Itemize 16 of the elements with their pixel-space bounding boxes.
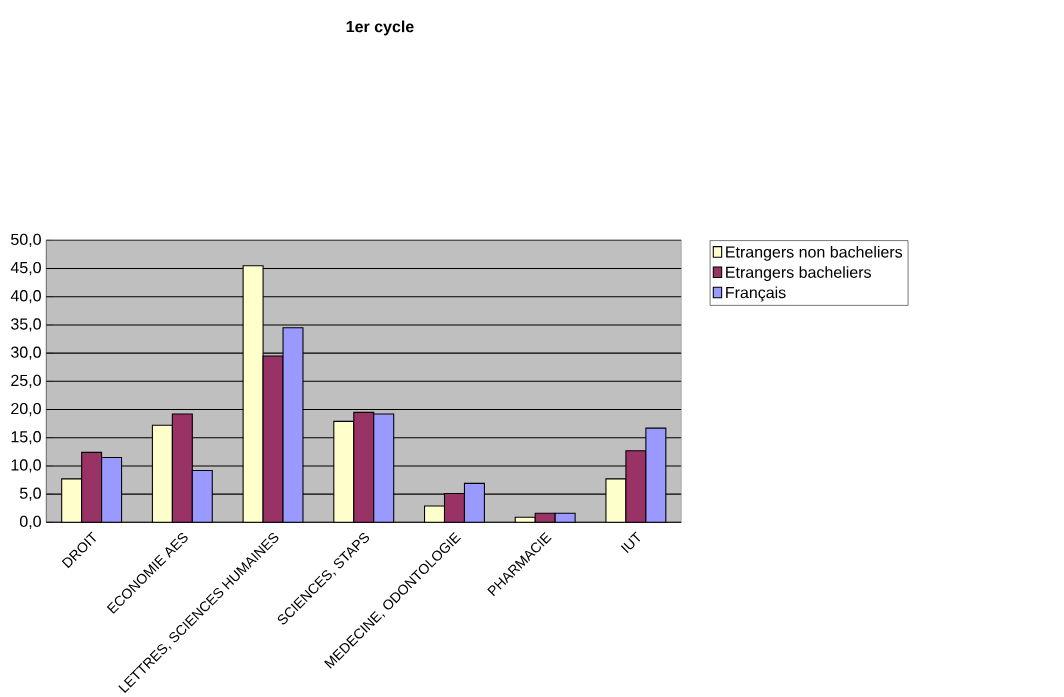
chart-title: 1er cycle	[346, 20, 414, 36]
y-tick-label: 35,0	[11, 318, 41, 332]
y-tick-label: 30,0	[11, 346, 41, 360]
y-tick-label: 25,0	[11, 374, 41, 388]
y-tick-label: 20,0	[11, 402, 41, 417]
y-tick-label: 50,0	[11, 233, 41, 247]
y-tick-label: 40,0	[10, 290, 41, 304]
legend-label: Etrangers bacheliers	[726, 266, 871, 282]
y-tick-label: 5,0	[19, 487, 41, 501]
y-tick-label: 0,0	[19, 515, 41, 529]
legend-label: Français	[726, 286, 786, 302]
y-tick-label: 10,0	[11, 459, 41, 473]
legend-label: Etrangers non bacheliers	[726, 245, 903, 261]
y-tick-label: 45,0	[10, 261, 41, 276]
x-tick-label: IUT	[620, 531, 641, 554]
y-tick-label: 15,0	[11, 431, 41, 445]
